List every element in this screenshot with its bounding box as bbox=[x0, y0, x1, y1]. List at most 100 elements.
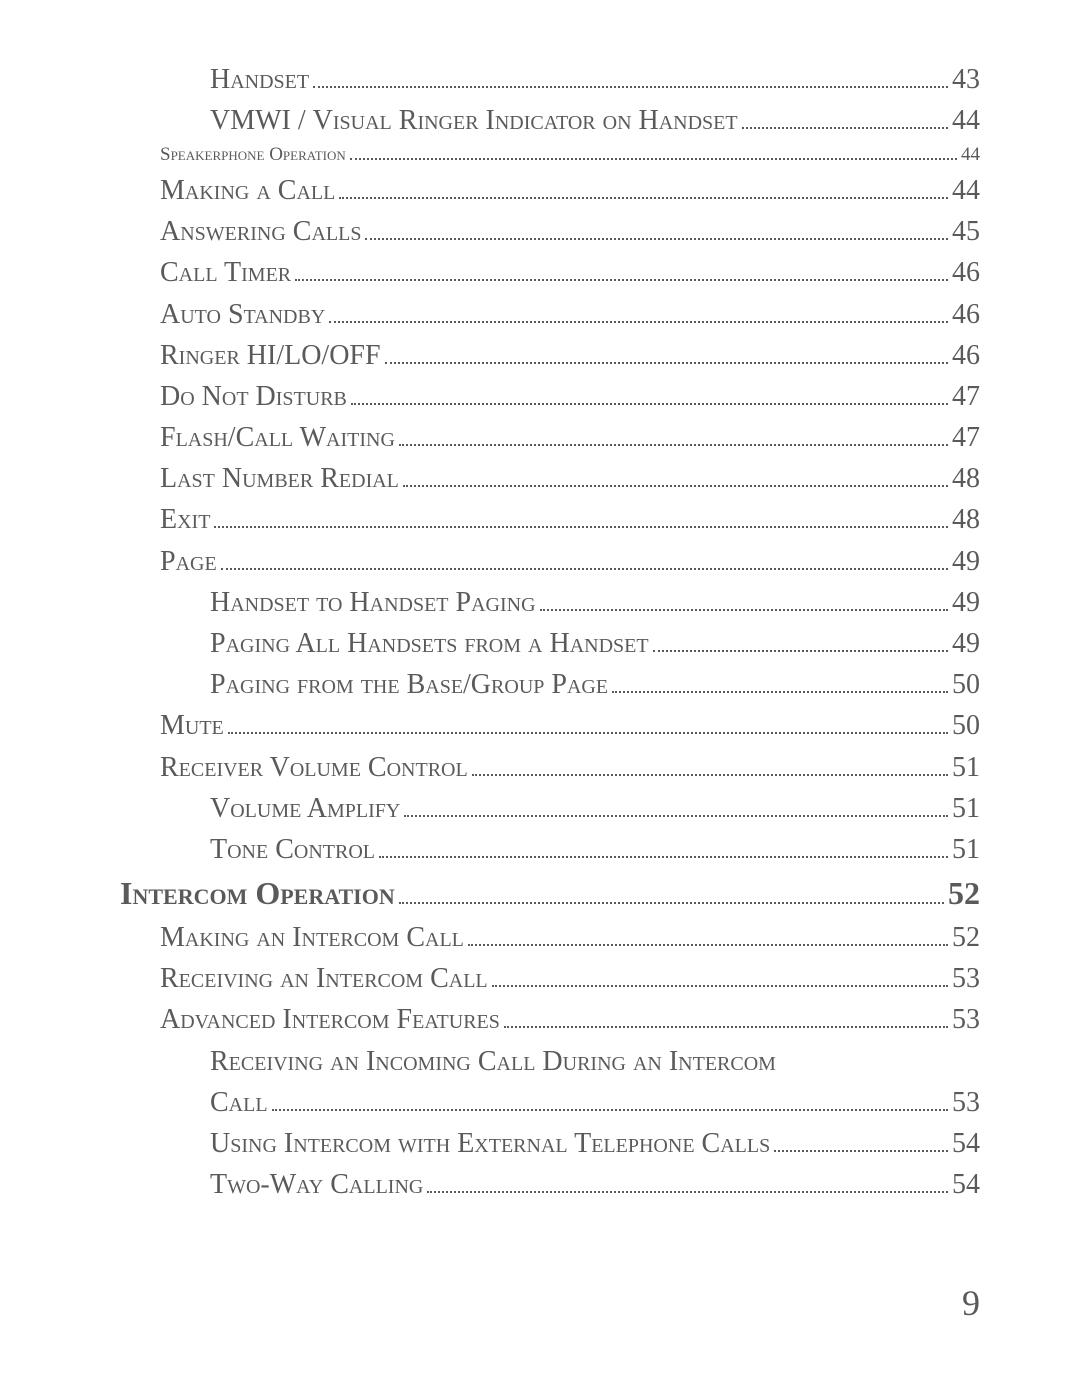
toc-entry: Using Intercom with External Telephone C… bbox=[210, 1124, 980, 1163]
toc-page: 53 bbox=[952, 959, 980, 998]
toc-dots bbox=[653, 650, 948, 652]
toc-entry: Flash/Call Waiting 47 bbox=[160, 418, 980, 457]
toc-dots bbox=[214, 526, 948, 528]
toc-title: Receiving an Intercom Call bbox=[160, 959, 488, 998]
toc-page: 46 bbox=[952, 295, 980, 334]
toc-title: Auto Standby bbox=[160, 295, 325, 334]
toc-dots bbox=[295, 279, 948, 281]
toc-entry: Mute 50 bbox=[160, 706, 980, 745]
toc-title: Advanced Intercom Features bbox=[160, 1000, 500, 1039]
toc-page: 43 bbox=[952, 60, 980, 99]
toc-dots bbox=[351, 403, 948, 405]
toc-page: 54 bbox=[952, 1165, 980, 1204]
toc-entry: Ringer HI/LO/OFF46 bbox=[160, 336, 980, 375]
toc-title: Call bbox=[210, 1083, 268, 1122]
toc-page: 50 bbox=[952, 665, 980, 704]
toc-title: Answering Calls bbox=[160, 212, 361, 251]
toc-entry: Volume Amplify51 bbox=[210, 789, 980, 828]
toc-page: 44 bbox=[961, 142, 980, 169]
toc-dots bbox=[350, 158, 957, 160]
toc-dots bbox=[272, 1109, 948, 1111]
toc-entry: Do Not Disturb 47 bbox=[160, 377, 980, 416]
toc-title: Mute bbox=[160, 706, 224, 745]
toc-page: 53 bbox=[952, 1000, 980, 1039]
toc-title: Two-Way Calling bbox=[210, 1165, 423, 1204]
toc-entry: Exit 48 bbox=[160, 500, 980, 539]
toc-page: 46 bbox=[952, 336, 980, 375]
toc-dots bbox=[427, 1191, 948, 1193]
toc-title: VMWI / Visual Ringer Indicator on Handse… bbox=[210, 101, 738, 140]
toc-dots bbox=[365, 238, 948, 240]
toc-entry: Two-Way Calling 54 bbox=[210, 1165, 980, 1204]
toc-dots bbox=[339, 197, 948, 199]
toc-entry: Making a Call44 bbox=[160, 171, 980, 210]
toc-entry: Receiving an Intercom Call 53 bbox=[160, 959, 980, 998]
toc-dots bbox=[329, 321, 948, 323]
toc-page: 47 bbox=[952, 377, 980, 416]
toc-entry: Receiver Volume Control 51 bbox=[160, 748, 980, 787]
toc-page: 48 bbox=[952, 500, 980, 539]
toc-title: Do Not Disturb bbox=[160, 377, 347, 416]
toc-title: Receiver Volume Control bbox=[160, 748, 468, 787]
toc-page: 49 bbox=[952, 542, 980, 581]
toc-title: Paging All Handsets from a Handset bbox=[210, 624, 649, 663]
page-footer: 9 bbox=[962, 1282, 980, 1324]
toc-title: Making an Intercom Call bbox=[160, 918, 464, 957]
toc-title: Page bbox=[160, 542, 217, 581]
toc-dots bbox=[612, 691, 948, 693]
toc-dots bbox=[468, 944, 948, 946]
toc-title: Exit bbox=[160, 500, 210, 539]
toc-page: 51 bbox=[952, 748, 980, 787]
toc-page: 48 bbox=[952, 459, 980, 498]
toc-title: Call Timer bbox=[160, 253, 291, 292]
toc-title: Handset bbox=[210, 60, 309, 99]
toc-title: Handset to Handset Paging bbox=[210, 583, 536, 622]
toc-entry: Advanced Intercom Features 53 bbox=[160, 1000, 980, 1039]
toc-entry: Intercom Operation 52 bbox=[120, 871, 980, 916]
toc-dots bbox=[385, 362, 948, 364]
toc-page: 52 bbox=[948, 871, 980, 916]
toc-entry: Handset to Handset Paging 49 bbox=[210, 583, 980, 622]
toc-entry: Last Number Redial 48 bbox=[160, 459, 980, 498]
toc-page: 46 bbox=[952, 253, 980, 292]
toc-dots bbox=[313, 86, 948, 88]
toc-title: Paging from the Base/Group Page bbox=[210, 665, 608, 704]
toc-title: Flash/Call Waiting bbox=[160, 418, 395, 457]
toc-page: 44 bbox=[952, 101, 980, 140]
toc-entry: Page 49 bbox=[160, 542, 980, 581]
toc-title: Receiving an Incoming Call During an Int… bbox=[210, 1042, 776, 1081]
toc-page: 49 bbox=[952, 624, 980, 663]
toc-dots bbox=[228, 732, 948, 734]
toc-dots bbox=[472, 774, 948, 776]
toc-dots bbox=[774, 1150, 948, 1152]
toc-title: Intercom Operation bbox=[120, 871, 395, 916]
toc-title: Last Number Redial bbox=[160, 459, 399, 498]
toc-entry: Handset 43 bbox=[210, 60, 980, 99]
toc-entry: Making an Intercom Call52 bbox=[160, 918, 980, 957]
toc-entry: Call Timer 46 bbox=[160, 253, 980, 292]
toc-dots bbox=[540, 609, 948, 611]
toc-page: 53 bbox=[952, 1083, 980, 1122]
toc-dots bbox=[221, 568, 948, 570]
toc-dots bbox=[504, 1026, 948, 1028]
toc-entry: Auto Standby 46 bbox=[160, 295, 980, 334]
toc-entry: Speakerphone Operation 44 bbox=[160, 142, 980, 169]
toc-page: 49 bbox=[952, 583, 980, 622]
toc-page: 51 bbox=[952, 830, 980, 869]
toc-title: Using Intercom with External Telephone C… bbox=[210, 1124, 770, 1163]
toc-dots bbox=[404, 815, 948, 817]
toc-entry: Call 53 bbox=[210, 1083, 980, 1122]
toc-entry: Paging All Handsets from a Handset 49 bbox=[210, 624, 980, 663]
toc-dots bbox=[379, 856, 948, 858]
toc-entry: Paging from the Base/Group Page 50 bbox=[210, 665, 980, 704]
toc-entry: Tone Control 51 bbox=[210, 830, 980, 869]
toc-entry: VMWI / Visual Ringer Indicator on Handse… bbox=[210, 101, 980, 140]
toc-page: 44 bbox=[952, 171, 980, 210]
toc-page: 50 bbox=[952, 706, 980, 745]
toc-entry: Receiving an Incoming Call During an Int… bbox=[210, 1042, 980, 1081]
toc-page: 47 bbox=[952, 418, 980, 457]
toc-page: 51 bbox=[952, 789, 980, 828]
toc-title: Tone Control bbox=[210, 830, 375, 869]
toc-title: Speakerphone Operation bbox=[160, 142, 346, 169]
toc-dots bbox=[403, 485, 948, 487]
